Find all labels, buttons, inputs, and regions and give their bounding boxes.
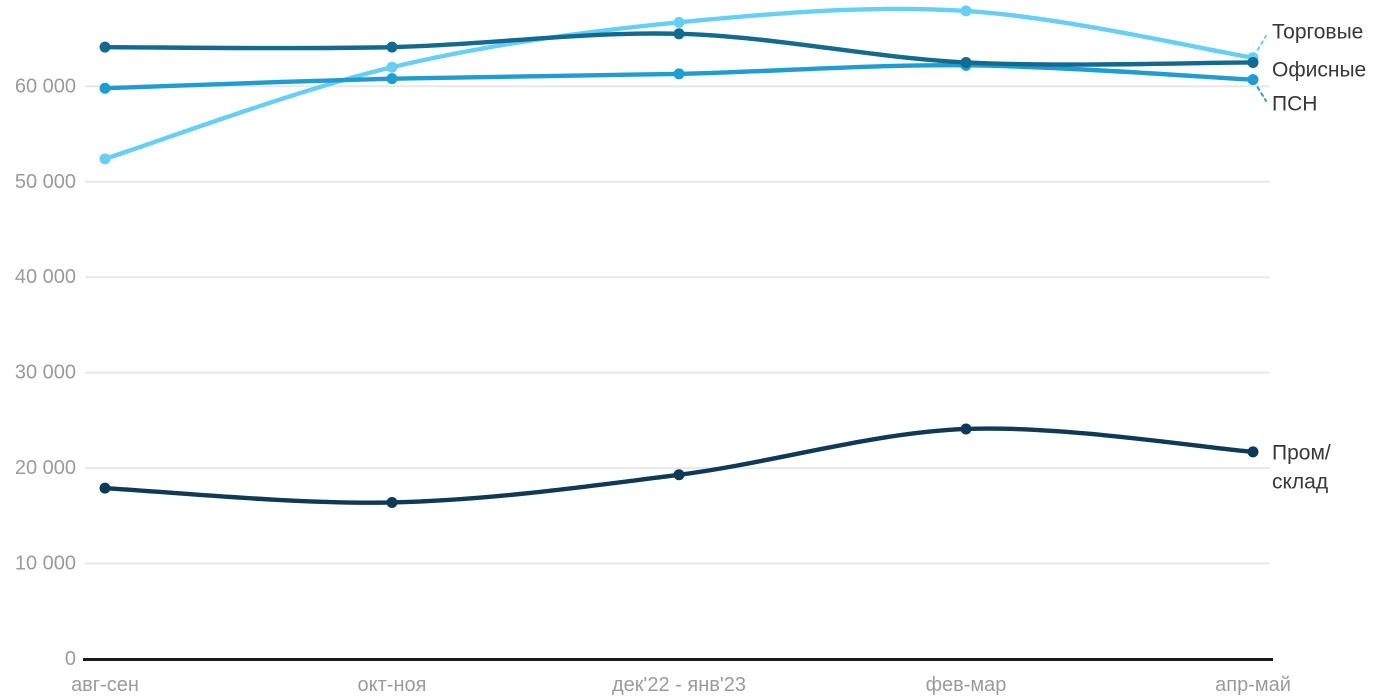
y-axis-tick-label: 30 000 (15, 362, 76, 384)
series-point-ofisnye (386, 41, 398, 53)
x-axis-tick-label: дек'22 - янв'23 (612, 674, 746, 696)
series-point-prom-sklad (386, 496, 398, 508)
y-axis-tick-label: 0 (65, 648, 76, 670)
series-label-torgovye: Торговые (1272, 21, 1363, 44)
series-point-prom-sklad (1247, 446, 1259, 458)
series-point-prom-sklad (99, 482, 111, 494)
series-point-psn (386, 73, 398, 85)
series-label-psn: ПСН (1272, 93, 1317, 116)
x-axis-tick-label: апр-май (1215, 674, 1291, 696)
series-point-ofisnye (960, 56, 972, 68)
series-point-torgovye (673, 16, 685, 28)
series-point-ofisnye (673, 28, 685, 40)
series-label-prom-sklad: Пром/ (1272, 442, 1331, 465)
y-axis-tick-label: 60 000 (15, 75, 76, 97)
series-leader-psn (1256, 86, 1267, 102)
series-point-prom-sklad (960, 423, 972, 435)
series-point-torgovye (99, 153, 111, 165)
y-axis-tick-label: 50 000 (15, 171, 76, 193)
y-axis-tick-label: 20 000 (15, 457, 76, 479)
series-point-psn (1247, 74, 1259, 86)
series-point-psn (673, 68, 685, 80)
series-point-ofisnye (1247, 56, 1259, 68)
series-label-prom-sklad: склад (1272, 471, 1328, 494)
series-point-torgovye (960, 5, 972, 17)
series-point-prom-sklad (673, 469, 685, 481)
series-point-ofisnye (99, 41, 111, 53)
y-axis-tick-label: 10 000 (15, 553, 76, 575)
x-axis-tick-label: окт-ноя (358, 674, 427, 696)
series-point-torgovye (386, 61, 398, 73)
x-axis-tick-label: авг-сен (71, 674, 139, 696)
y-axis-tick-label: 40 000 (15, 266, 76, 288)
series-point-psn (99, 82, 111, 94)
x-axis-tick-label: фев-мар (926, 674, 1007, 696)
series-line-prom-sklad (102, 426, 1256, 505)
series-label-ofisnye: Офисные (1272, 59, 1366, 82)
series-leader-torgovye (1256, 35, 1267, 51)
